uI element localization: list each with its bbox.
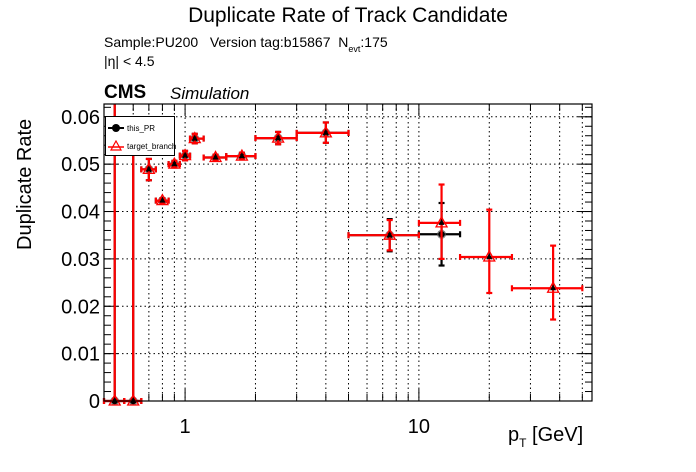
filled-circle-marker-icon — [108, 124, 124, 132]
legend-item-this-pr: this_PR — [108, 121, 155, 135]
svg-text:1: 1 — [180, 416, 191, 438]
chart-title: Duplicate Rate of Track Candidate — [188, 4, 508, 27]
svg-text:0.02: 0.02 — [61, 296, 100, 318]
nevt-subscript: evt — [348, 44, 361, 54]
x-axis-label: pT [GeV] — [508, 424, 584, 450]
axis-ticks — [104, 104, 592, 402]
legend-item-target-branch: target_branch — [108, 139, 176, 153]
sample-info-prefix: Sample:PU200 Version tag:b15867 N — [104, 34, 349, 50]
svg-text:0.05: 0.05 — [61, 154, 100, 176]
eta-cut-label: |η| < 4.5 — [104, 53, 155, 69]
legend-label: this_PR — [127, 123, 156, 133]
svg-text:0.04: 0.04 — [61, 202, 100, 224]
cms-label: CMS — [104, 82, 147, 103]
y-axis-label: Duplicate Rate — [14, 118, 36, 250]
svg-text:0.03: 0.03 — [61, 249, 100, 271]
plot-frame — [103, 103, 593, 402]
legend-label: target_branch — [127, 141, 177, 151]
svg-text:0.01: 0.01 — [61, 344, 100, 366]
simulation-label: Simulation — [170, 84, 250, 103]
open-triangle-marker-icon — [108, 140, 124, 151]
svg-text:0: 0 — [89, 391, 100, 413]
sample-info-suffix: :175 — [360, 34, 388, 50]
grid-lines — [104, 104, 592, 401]
legend: this_PR target_branch — [105, 116, 176, 156]
svg-text:0.06: 0.06 — [61, 107, 100, 129]
svg-text:10: 10 — [408, 416, 430, 438]
axis-tick-labels: 1 10 0 0.01 0.02 0.03 0.04 0.05 0.06 — [61, 107, 430, 438]
sample-info: Sample:PU200 Version tag:b15867 Nevt:175 — [104, 34, 388, 54]
